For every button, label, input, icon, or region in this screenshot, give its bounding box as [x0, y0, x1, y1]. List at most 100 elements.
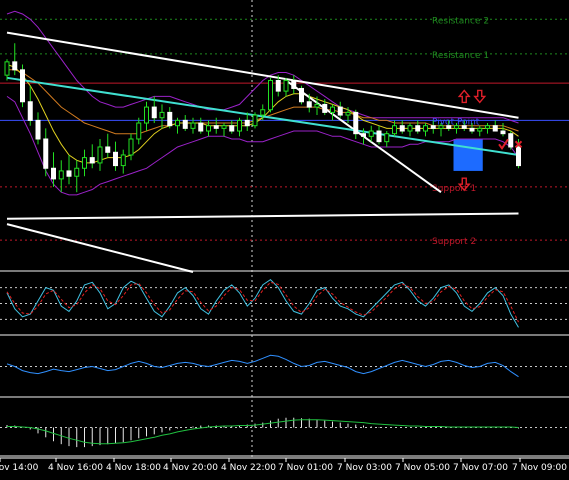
candle-body [97, 146, 103, 164]
tick-label: 4 Nov 16:00 [48, 463, 103, 473]
check-icon [498, 138, 509, 151]
time-axis: Nov 14:00 4 Nov 16:004 Nov 18:004 Nov 20:… [0, 457, 569, 473]
candle-body [299, 87, 304, 103]
trend-line [6, 223, 194, 273]
candle-body [306, 101, 312, 108]
candle-body [516, 146, 521, 167]
candle-body [399, 125, 405, 132]
tick-label: 7 Nov 05:00 [395, 463, 450, 473]
macd-panel [0, 417, 569, 448]
pivot-levels: Resistance 2 Resistance 1 Pivot Point Suppo… [0, 16, 569, 247]
tick-label: 4 Nov 22:00 [221, 463, 276, 473]
candle-body [392, 125, 397, 135]
candle-body [492, 125, 498, 132]
candle-body [66, 170, 72, 177]
candle-body [4, 61, 10, 76]
level-label: Support 1 [432, 184, 476, 194]
candle-body [82, 157, 87, 169]
candles [4, 43, 521, 193]
highlight-box [453, 139, 483, 171]
candle-body [12, 61, 18, 71]
candle-body [500, 130, 506, 135]
candle-body [35, 119, 41, 140]
candle-body [159, 111, 165, 119]
tick-label: Nov 14:00 [0, 463, 39, 473]
indicator-line [6, 281, 519, 323]
trend-line [6, 212, 519, 220]
candle-body [74, 167, 80, 177]
candle-body [454, 125, 459, 129]
candle-body [190, 122, 196, 129]
candle-body [167, 111, 173, 127]
candle-body [244, 119, 250, 127]
candle-body [206, 125, 211, 132]
candle-body [89, 157, 95, 164]
candle-body [43, 138, 49, 169]
indicator-line [6, 278, 519, 328]
candle-body [237, 119, 242, 132]
candle-body [113, 151, 118, 167]
candle-body [175, 119, 180, 127]
candle-body [337, 106, 343, 116]
candle-body [353, 111, 359, 135]
arrow-up-icon [457, 89, 471, 104]
panel-frames [0, 270, 569, 457]
cross-icon [514, 140, 523, 149]
tick-label: 4 Nov 20:00 [163, 463, 218, 473]
candle-body [128, 138, 134, 156]
candle-body [221, 125, 227, 129]
candle-body [322, 103, 328, 113]
level-label: Resistance 1 [432, 51, 489, 61]
candle-body [120, 154, 126, 167]
tick-label: 7 Nov 03:00 [337, 463, 392, 473]
candle-body [376, 130, 382, 143]
upper-band-line [6, 10, 519, 124]
signal-line [7, 419, 519, 445]
candle-body [314, 103, 320, 108]
candle-body [438, 125, 444, 129]
candle-body [252, 114, 258, 127]
candle-body [477, 127, 483, 132]
candle-body [260, 109, 266, 116]
candle-body [58, 170, 64, 180]
candle-body [198, 122, 204, 132]
level-label: Support 2 [432, 237, 476, 247]
candle-body [384, 133, 390, 143]
candle-body [508, 133, 514, 148]
candle-body [144, 106, 149, 124]
candle-body [485, 125, 490, 129]
candle-body [51, 167, 56, 180]
trend-line [6, 31, 519, 119]
candle-body [430, 125, 436, 129]
indicator-line [6, 354, 519, 378]
candle-body [291, 79, 297, 89]
trend-lines [6, 31, 519, 273]
tick-label: 7 Nov 09:00 [512, 463, 567, 473]
candle-body [469, 127, 475, 132]
candle-body [461, 125, 467, 129]
level-label: Resistance 2 [432, 16, 489, 26]
candle-body [136, 122, 142, 140]
candle-body [27, 101, 33, 121]
candle-body [275, 79, 281, 92]
arrow-down-icon [473, 89, 487, 104]
tick-label: 7 Nov 01:00 [278, 463, 333, 473]
candle-body [283, 79, 289, 92]
candle-body [151, 106, 157, 119]
arrow-down-icon [457, 177, 471, 192]
signal-markers [457, 89, 523, 192]
tick-label: 4 Nov 18:00 [106, 463, 161, 473]
candle-body [415, 125, 421, 132]
stochastic-panel [0, 278, 569, 328]
candle-body [423, 125, 428, 132]
candle-body [361, 133, 366, 137]
candle-body [407, 125, 413, 132]
candle-body [182, 119, 188, 129]
candle-body [345, 111, 351, 116]
candle-body [268, 79, 273, 111]
candle-body [20, 69, 25, 103]
oscillator-panel [0, 354, 569, 378]
level-label: Pivot Point [432, 117, 480, 127]
candle-body [446, 125, 452, 129]
